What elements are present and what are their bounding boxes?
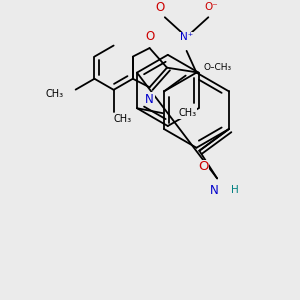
Text: CH₃: CH₃ — [46, 88, 64, 99]
Text: O: O — [155, 1, 164, 14]
Text: CH₃: CH₃ — [114, 115, 132, 124]
Text: O: O — [145, 30, 154, 43]
Text: CH₃: CH₃ — [178, 108, 196, 118]
Text: O: O — [198, 160, 208, 173]
Text: N⁺: N⁺ — [180, 32, 193, 42]
Text: O–CH₃: O–CH₃ — [203, 63, 232, 72]
Text: N: N — [145, 93, 154, 106]
Text: O⁻: O⁻ — [204, 2, 218, 12]
Text: N: N — [210, 184, 219, 197]
Text: H: H — [231, 185, 239, 195]
